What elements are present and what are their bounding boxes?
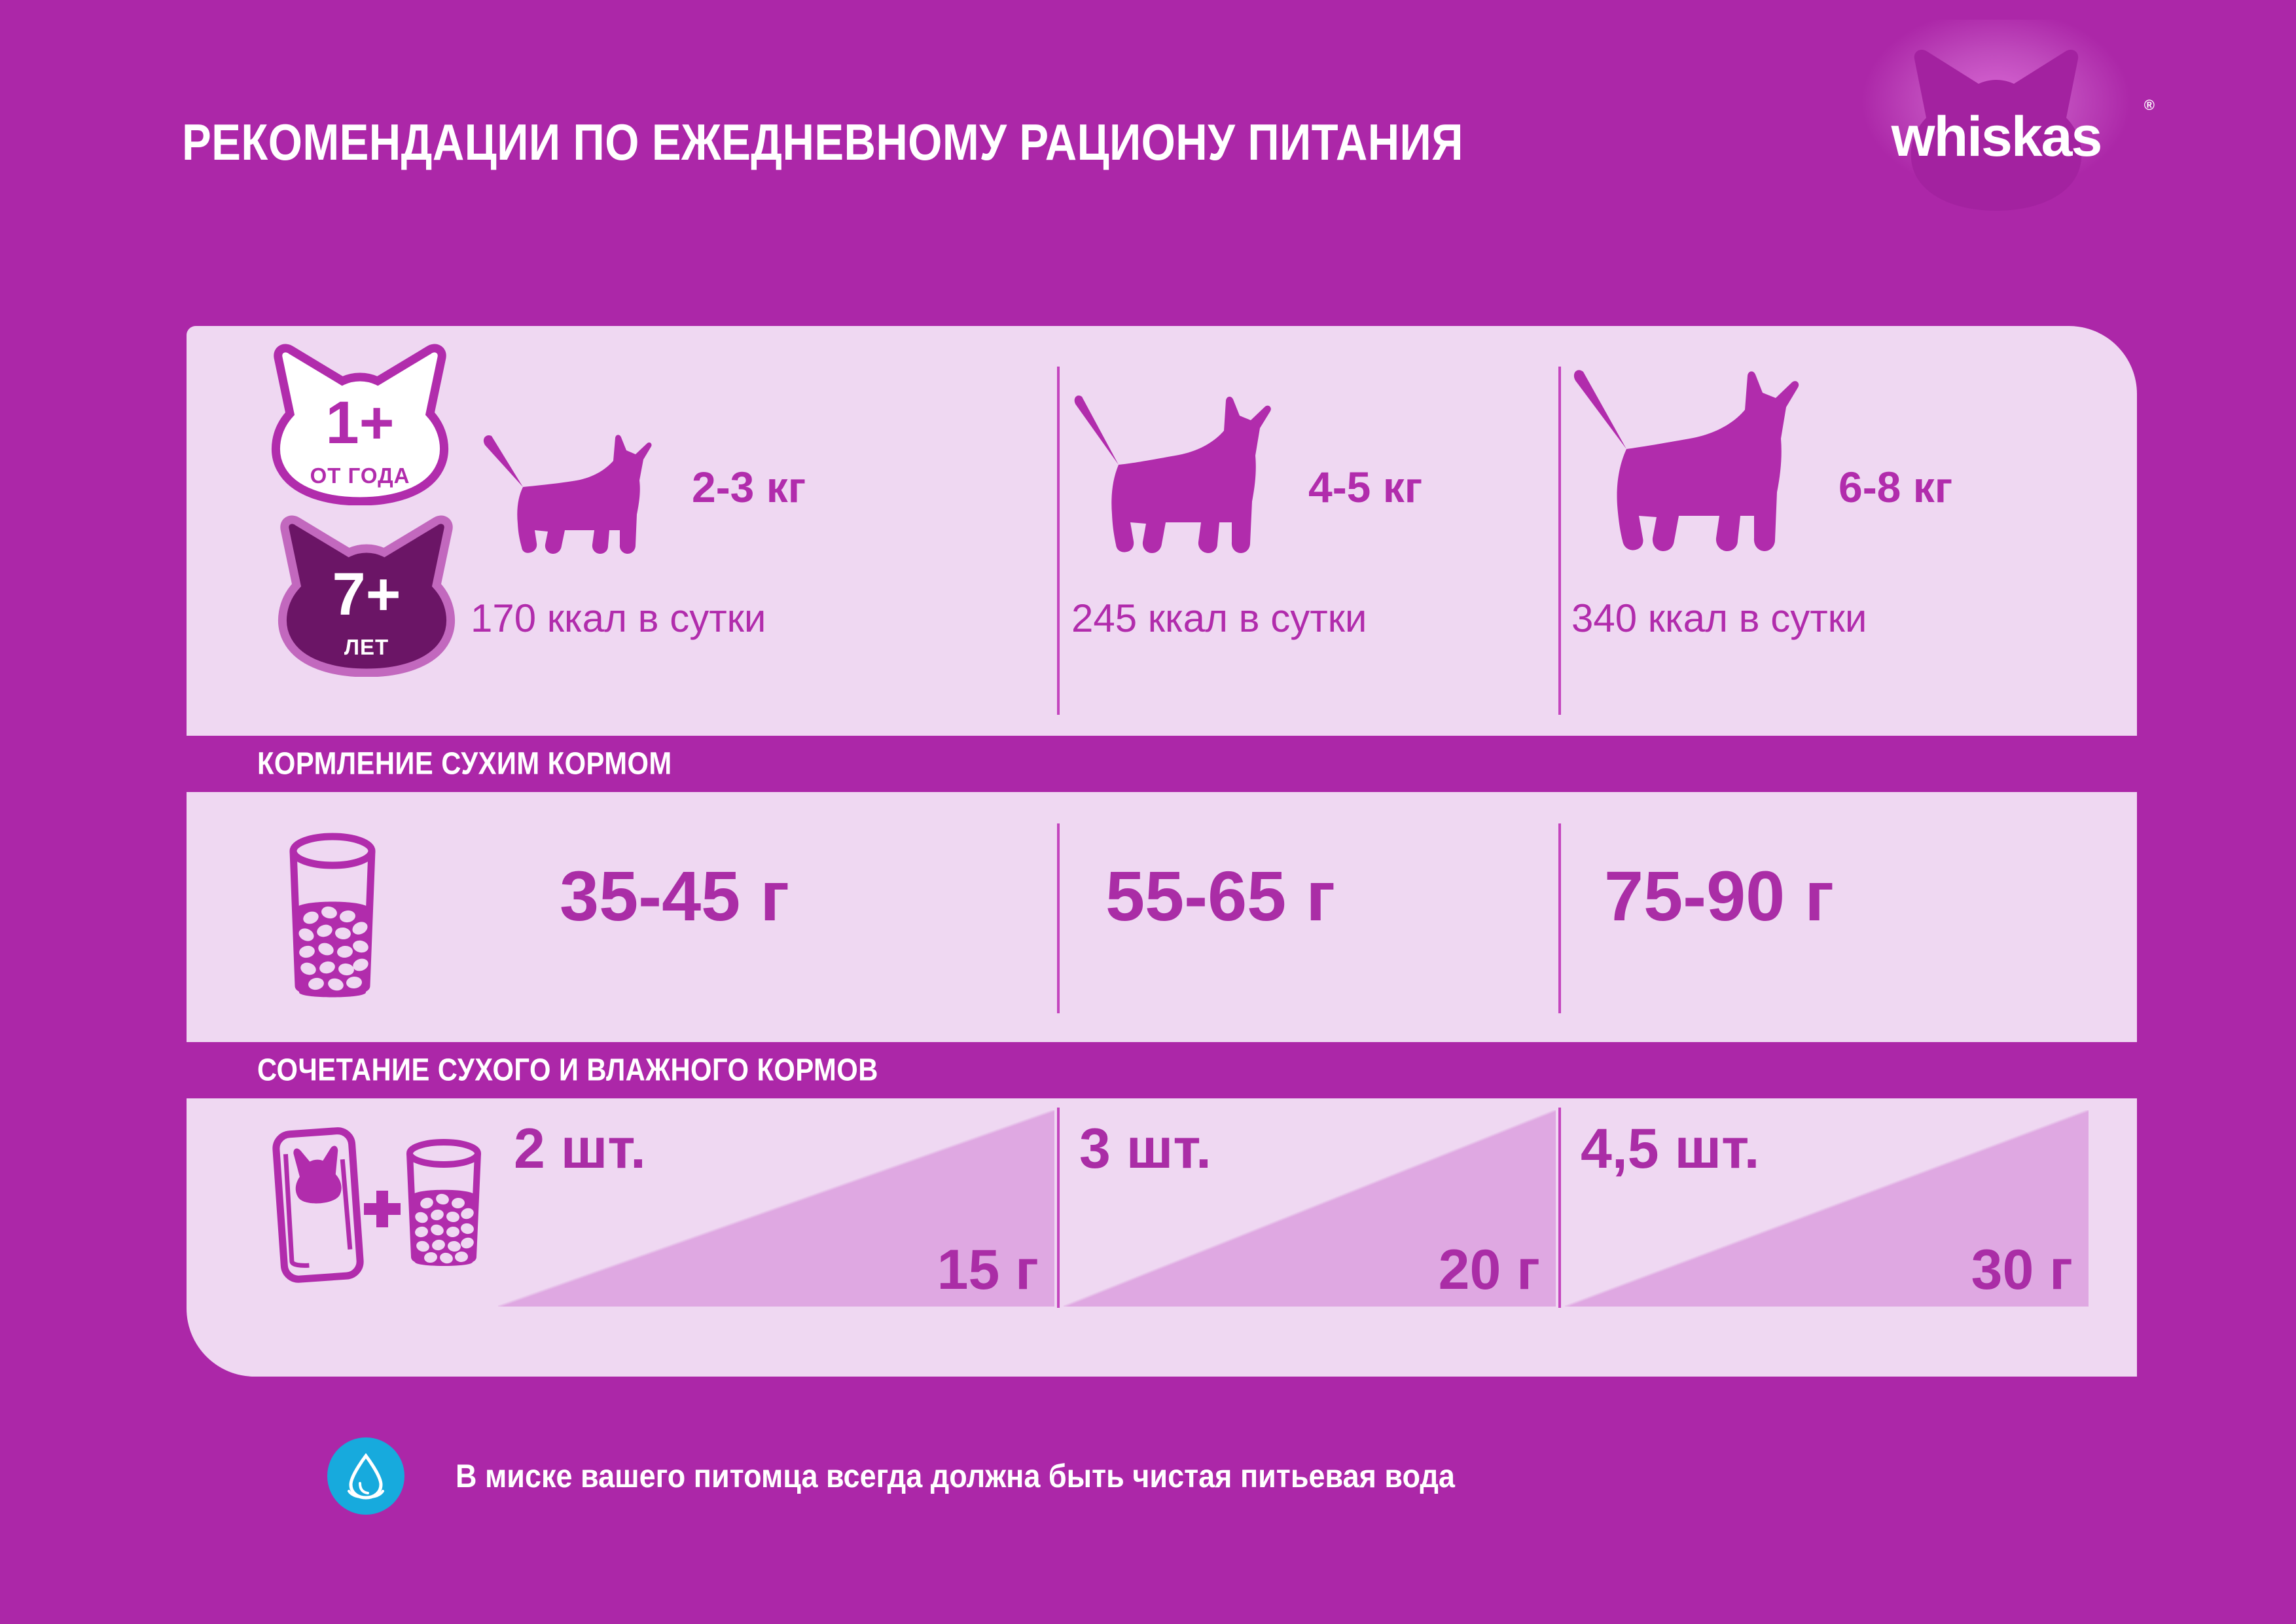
mix-triangle-medium: [1064, 1110, 1556, 1307]
profile-column-large: 6-8 кг 340 ккал в сутки: [1560, 326, 2136, 737]
mix-pouch-count-small: 2 шт.: [514, 1117, 646, 1180]
cat-silhouette-large-icon: [1573, 370, 1799, 551]
dry-section-title: КОРМЛЕНИЕ СУХИМ КОРМОМ: [257, 746, 672, 782]
registered-mark: ®: [2144, 97, 2155, 113]
cat-head-logo-icon: [1910, 50, 2082, 211]
cat-row-small: 2-3 кг: [461, 360, 1077, 556]
profile-row: 1+ ОТ ГОДА 7+ ЛЕТ 2-3 кг 170 ккал в сутк…: [187, 326, 2137, 737]
kcal-label-medium: 245 ккал в сутки: [1071, 596, 1367, 640]
feeding-guide-card: 1+ ОТ ГОДА 7+ ЛЕТ 2-3 кг 170 ккал в сутк…: [187, 326, 2137, 1377]
profile-column-small: 2-3 кг 170 ккал в сутки: [461, 326, 1058, 737]
dry-amount-small: 35-45 г: [560, 856, 790, 935]
age-badge-1plus-label: ОТ ГОДА: [310, 463, 410, 488]
water-note: В миске вашего питомца всегда должна быт…: [327, 1427, 2160, 1525]
mix-triangle-small: [498, 1110, 1054, 1307]
cat-head-filled-icon: [278, 515, 455, 677]
cat-silhouette-small-icon: [483, 435, 652, 554]
dry-divider-1: [1057, 823, 1060, 1013]
age-badges: 1+ ОТ ГОДА 7+ ЛЕТ: [265, 342, 461, 677]
mix-dry-grams-large: 30 г: [1971, 1238, 2073, 1301]
cat-head-outline-icon: [272, 344, 448, 506]
mix-divider-2: [1558, 1108, 1561, 1308]
kcal-label-small: 170 ккал в сутки: [471, 596, 766, 640]
water-drop-badge: [327, 1437, 404, 1515]
mix-pouch-count-medium: 3 шт.: [1079, 1117, 1211, 1180]
mix-pouch-count-large: 4,5 шт.: [1581, 1117, 1760, 1180]
mix-section-header: СОЧЕТАНИЕ СУХОГО И ВЛАЖНОГО КОРМОВ: [187, 1042, 2137, 1098]
profile-divider-2: [1558, 367, 1561, 715]
dry-divider-2: [1558, 823, 1561, 1013]
kcal-label-large: 340 ккал в сутки: [1571, 596, 1867, 640]
mix-section-title: СОЧЕТАНИЕ СУХОГО И ВЛАЖНОГО КОРМОВ: [257, 1053, 878, 1088]
profile-column-medium: 4-5 кг 245 ккал в сутки: [1058, 326, 1560, 737]
page-header: РЕКОМЕНДАЦИИ ПО ЕЖЕДНЕВНОМУ РАЦИОНУ ПИТА…: [0, 0, 2296, 288]
pouch-plus-cup-icon: [272, 1127, 481, 1283]
water-note-text: В миске вашего питомца всегда должна быт…: [456, 1458, 1455, 1494]
age-badge-7plus-number: 7+: [332, 561, 401, 628]
dry-amount-large: 75-90 г: [1604, 856, 1835, 935]
whiskas-logo: whiskas ®: [1826, 20, 2166, 236]
mix-cell-medium: 3 шт. 20 г: [1064, 1110, 1556, 1307]
mix-dry-grams-medium: 20 г: [1438, 1238, 1540, 1301]
profile-divider-1: [1057, 367, 1060, 715]
mix-triangle-large: [1565, 1110, 2089, 1307]
logo-wordmark-text: whiskas: [1891, 105, 2103, 168]
cat-row-medium: 4-5 кг: [1058, 360, 1574, 556]
cat-row-large: 6-8 кг: [1560, 360, 2137, 556]
dry-section-header: КОРМЛЕНИЕ СУХИМ КОРМОМ: [187, 736, 2137, 792]
age-badge-7plus-label: ЛЕТ: [344, 635, 389, 659]
logo-wordmark: whiskas: [1826, 20, 2166, 236]
dry-amount-medium: 55-65 г: [1105, 856, 1336, 935]
water-drop-icon: [348, 1453, 384, 1500]
age-badge-1plus: 1+ ОТ ГОДА: [265, 342, 455, 506]
weight-label-small: 2-3 кг: [692, 463, 806, 511]
weight-label-medium: 4-5 кг: [1308, 463, 1423, 511]
age-badge-7plus: 7+ ЛЕТ: [272, 513, 461, 677]
dry-section-body: 35-45 г 55-65 г 75-90 г: [187, 792, 2137, 1042]
mix-cell-small: 2 шт. 15 г: [498, 1110, 1054, 1307]
mix-divider-1: [1057, 1108, 1060, 1308]
mix-cell-large: 4,5 шт. 30 г: [1565, 1110, 2089, 1307]
age-badge-1plus-number: 1+: [325, 389, 395, 456]
cup-of-kibble-icon: [289, 833, 376, 998]
mix-section-body: 2 шт. 15 г 3 шт. 20 г 4,5 шт. 30 г: [187, 1098, 2137, 1377]
mix-dry-grams-small: 15 г: [937, 1238, 1039, 1301]
cat-silhouette-medium-icon: [1074, 395, 1271, 553]
page-title: РЕКОМЕНДАЦИИ ПО ЕЖЕДНЕВНОМУ РАЦИОНУ ПИТА…: [182, 113, 1463, 171]
weight-label-large: 6-8 кг: [1839, 463, 1953, 511]
